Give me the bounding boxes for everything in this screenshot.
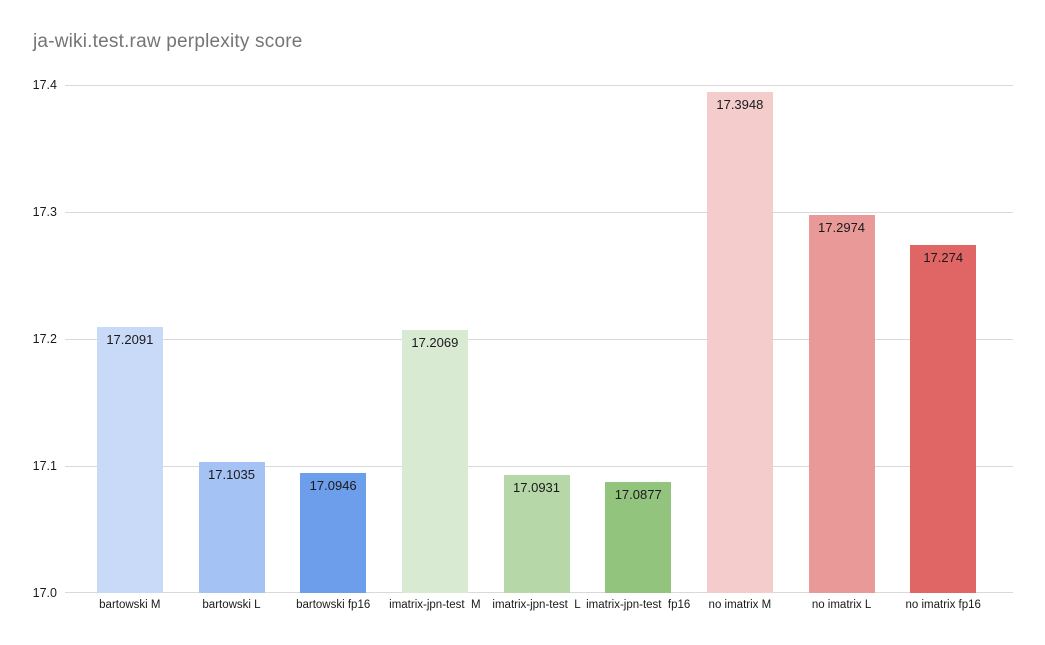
bar-value-label: 17.2091 [106,332,154,348]
bar-slot: 17.2091 bartowski M [79,85,181,611]
bar: 17.274 [910,245,977,593]
bar-value-label: 17.274 [923,250,964,265]
bar: 17.0946 [300,472,367,593]
gridline [65,85,1013,86]
x-axis-label: bartowski M [99,599,161,611]
x-axis-label: no imatrix fp16 [905,599,981,611]
gridline [65,339,1013,340]
bar-value-label: 17.2974 [818,220,866,236]
bar: 17.0877 [605,481,672,593]
bar-value-label: 17.0877 [614,486,662,502]
bar-value-label: 17.3948 [716,96,764,112]
y-axis-tick-label: 17.2 [32,332,57,346]
y-axis-tick-label: 17.0 [32,586,57,600]
chart-title: ja-wiki.test.raw perplexity score [33,31,303,52]
bar-value-label: 17.0946 [309,477,357,493]
bar: 17.2974 [808,215,875,593]
bar-slot: 17.1035 bartowski L [181,85,283,611]
bars-container: 17.2091 bartowski M 17.1035 bartowski L 17.0… [79,85,994,611]
bar: 17.1035 [198,461,265,593]
y-axis-tick-label: 17.4 [32,78,57,92]
bar-value-label: 17.2069 [411,335,459,351]
bar-value-label: 17.0931 [513,479,561,495]
x-axis-label: bartowski L [202,599,261,611]
x-axis-label: imatrix-jpn-test M [389,599,481,611]
y-axis-tick-label: 17.1 [32,459,57,473]
x-axis-label: imatrix-jpn-test L [492,599,581,611]
bar: 17.0931 [503,474,570,593]
bar-slot: 17.2069 imatrix-jpn-test M [384,85,486,611]
bar-slot: 17.274 no imatrix fp16 [892,85,994,611]
x-axis-label: bartowski fp16 [296,599,371,611]
bar-value-label: 17.1035 [208,466,255,482]
y-axis-tick-label: 17.3 [32,205,57,219]
bar: 17.2069 [401,330,468,593]
bar: 17.3948 [706,91,773,593]
bar-slot: 17.3948 no imatrix M [689,85,791,611]
plot-area: 17.2091 bartowski M 17.1035 bartowski L 17.0… [65,85,1013,611]
bar-slot: 17.0946 bartowski fp16 [282,85,384,611]
x-axis-label: no imatrix M [708,599,772,611]
bar-slot: 17.0931 imatrix-jpn-test L [486,85,588,611]
x-axis-label: no imatrix L [811,599,872,611]
bar-slot: 17.2974 no imatrix L [791,85,893,611]
gridline [65,212,1013,213]
x-axis-label: imatrix-jpn-test fp16 [586,599,691,611]
y-axis: 17.0 17.1 17.2 17.3 17.4 [0,78,57,600]
bar-slot: 17.0877 imatrix-jpn-test fp16 [586,85,690,611]
gridline [65,466,1013,467]
bar: 17.2091 [96,327,163,593]
